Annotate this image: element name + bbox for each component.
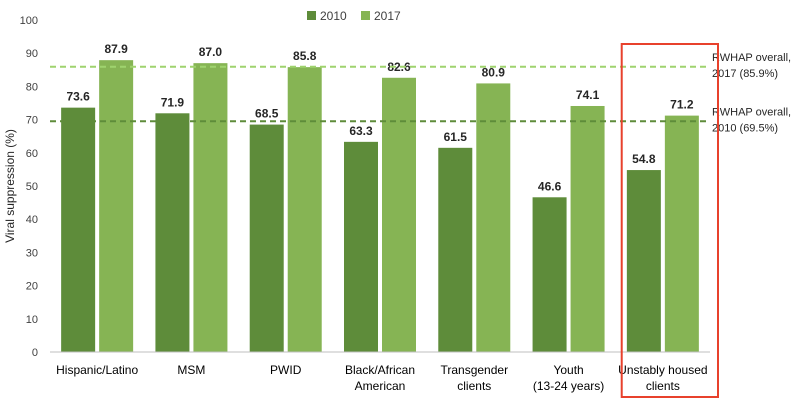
y-tick-label: 80 bbox=[26, 81, 38, 93]
category-label: MSM bbox=[177, 363, 205, 377]
reference-label-0: RWHAP overall, bbox=[712, 52, 791, 64]
y-tick-label: 10 bbox=[26, 314, 38, 326]
data-label-2010-1: 71.9 bbox=[161, 95, 185, 109]
data-label-2010-2: 68.5 bbox=[255, 107, 279, 121]
y-tick-label: 100 bbox=[20, 15, 38, 27]
bar-2010-2 bbox=[249, 124, 284, 352]
bar-2010-0 bbox=[61, 107, 96, 352]
y-tick-label: 90 bbox=[26, 48, 38, 60]
data-label-2010-3: 63.3 bbox=[349, 124, 373, 138]
y-tick-label: 70 bbox=[26, 115, 38, 127]
category-label: Unstably housed bbox=[618, 363, 707, 377]
y-tick-label: 0 bbox=[32, 347, 38, 359]
bar-2017-0 bbox=[99, 60, 134, 353]
data-label-2017-5: 74.1 bbox=[576, 88, 600, 102]
y-tick-label: 40 bbox=[26, 214, 38, 226]
bar-2010-1 bbox=[155, 113, 190, 353]
bar-2010-3 bbox=[344, 141, 378, 352]
category-label: Youth bbox=[553, 363, 583, 377]
category-label: PWID bbox=[270, 363, 302, 377]
reference-label-1: RWHAP overall, bbox=[712, 106, 791, 118]
bar-2017-3 bbox=[382, 77, 416, 352]
bar-2010-6 bbox=[626, 170, 661, 352]
legend-label-2017: 2017 bbox=[374, 9, 401, 23]
category-label: Hispanic/Latino bbox=[56, 363, 138, 377]
data-label-2017-1: 87.0 bbox=[199, 45, 223, 59]
y-tick-label: 60 bbox=[26, 148, 38, 160]
data-label-2017-6: 71.2 bbox=[670, 98, 694, 112]
bar-2017-5 bbox=[570, 105, 605, 352]
legend-swatch-2017 bbox=[361, 11, 370, 20]
bar-2017-4 bbox=[476, 83, 511, 353]
data-label-2017-4: 80.9 bbox=[482, 65, 506, 79]
data-label-2017-2: 85.8 bbox=[293, 49, 317, 63]
y-tick-label: 20 bbox=[26, 281, 38, 293]
y-tick-label: 30 bbox=[26, 247, 38, 259]
bar-2010-4 bbox=[438, 147, 473, 352]
data-label-2010-0: 73.6 bbox=[66, 90, 90, 104]
legend-label-2010: 2010 bbox=[320, 9, 347, 23]
highlight-box bbox=[620, 43, 720, 398]
y-axis-title: Viral suppression (%) bbox=[3, 129, 17, 243]
category-label: (13-24 years) bbox=[533, 379, 604, 393]
category-label: clients bbox=[646, 379, 680, 393]
data-label-2017-0: 87.9 bbox=[104, 42, 128, 56]
category-label: Transgender bbox=[440, 363, 508, 377]
reference-label-1: 2010 (69.5%) bbox=[712, 122, 778, 134]
data-label-2010-6: 54.8 bbox=[632, 152, 656, 166]
category-label: American bbox=[355, 379, 406, 393]
bar-2017-6 bbox=[664, 115, 699, 352]
data-label-2010-4: 61.5 bbox=[444, 130, 468, 144]
legend-swatch-2010 bbox=[307, 11, 316, 20]
bar-2017-1 bbox=[193, 63, 228, 352]
bar-2017-2 bbox=[287, 67, 322, 353]
bar-2010-5 bbox=[532, 197, 567, 352]
data-label-2010-5: 46.6 bbox=[538, 179, 562, 193]
reference-label-0: 2017 (85.9%) bbox=[712, 68, 778, 80]
data-label-2017-3: 82.6 bbox=[387, 60, 411, 74]
category-label: clients bbox=[457, 379, 491, 393]
category-label: Black/African bbox=[345, 363, 415, 377]
y-tick-label: 50 bbox=[26, 181, 38, 193]
